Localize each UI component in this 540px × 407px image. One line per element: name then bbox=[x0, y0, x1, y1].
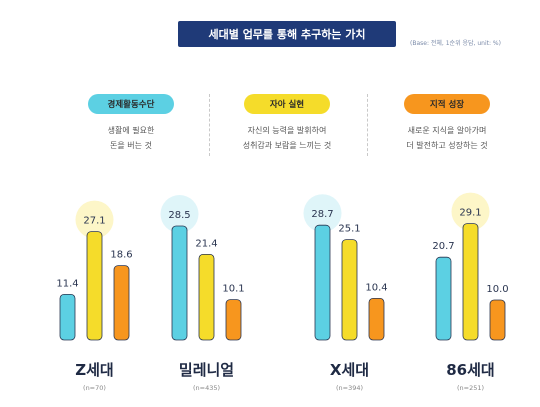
bar bbox=[113, 265, 130, 341]
data-label: 28.5 bbox=[168, 210, 190, 221]
data-label: 25.1 bbox=[338, 224, 360, 235]
sample-size-label: (n=394) bbox=[336, 384, 363, 392]
category-growth-desc-2: 더 발전하고 성장하는 것 bbox=[406, 141, 488, 150]
sample-size-label: (n=70) bbox=[83, 384, 106, 392]
bar bbox=[489, 299, 506, 341]
category-self-realization: 자아 실현 자신의 능력을 발휘하여 성취감과 보람을 느끼는 것 bbox=[212, 92, 362, 153]
highlight-halo bbox=[303, 194, 342, 233]
highlight-halo bbox=[160, 195, 199, 233]
category-economic-label: 경제활동수단 bbox=[88, 94, 174, 114]
category-growth-label: 지적 성장 bbox=[404, 94, 490, 114]
bar bbox=[198, 253, 215, 341]
data-label: 27.1 bbox=[83, 216, 105, 227]
highlight-halo bbox=[75, 200, 114, 239]
divider bbox=[209, 94, 210, 156]
data-label: 10.1 bbox=[222, 284, 244, 295]
bar bbox=[86, 231, 103, 341]
category-growth: 지적 성장 새로운 지식을 알아가며 더 발전하고 성장하는 것 bbox=[372, 92, 522, 153]
divider bbox=[367, 94, 368, 156]
data-label: 28.7 bbox=[311, 209, 333, 220]
data-label: 18.6 bbox=[110, 250, 132, 261]
data-label: 21.4 bbox=[195, 238, 217, 249]
category-growth-desc-1: 새로운 지식을 알아가며 bbox=[407, 126, 487, 135]
category-economic-desc-1: 생활에 필요한 bbox=[107, 126, 155, 135]
base-note: (Base: 전체, 1순위 응답, unit: %) bbox=[410, 40, 501, 47]
bar bbox=[368, 297, 385, 341]
generation-label: X세대 bbox=[330, 361, 369, 379]
bar bbox=[171, 225, 188, 341]
bar bbox=[341, 239, 358, 341]
data-label: 11.4 bbox=[56, 278, 78, 289]
generation-label: 밀레니얼 bbox=[179, 361, 234, 379]
bar bbox=[314, 224, 331, 341]
sample-size-label: (n=251) bbox=[457, 384, 484, 392]
category-self-realization-desc-2: 성취감과 보람을 느끼는 것 bbox=[242, 141, 332, 150]
bar bbox=[435, 256, 452, 341]
highlight-halo bbox=[451, 192, 490, 231]
data-label: 29.1 bbox=[459, 208, 481, 219]
bar bbox=[225, 299, 242, 341]
category-economic-desc-2: 돈을 버는 것 bbox=[110, 141, 152, 150]
category-economic: 경제활동수단 생활에 필요한 돈을 버는 것 bbox=[56, 92, 206, 153]
data-label: 10.0 bbox=[486, 284, 508, 295]
data-label: 10.4 bbox=[365, 282, 387, 293]
data-label: 20.7 bbox=[432, 241, 454, 252]
bar bbox=[59, 293, 76, 341]
generation-label: 86세대 bbox=[446, 361, 494, 379]
category-self-realization-desc-1: 자신의 능력을 발휘하여 bbox=[247, 126, 327, 135]
sample-size-label: (n=435) bbox=[193, 384, 220, 392]
chart-title: 세대별 업무를 통해 추구하는 가치 bbox=[178, 21, 396, 47]
category-self-realization-label: 자아 실현 bbox=[244, 94, 330, 114]
generation-label: Z세대 bbox=[75, 361, 113, 379]
bar bbox=[462, 223, 479, 341]
